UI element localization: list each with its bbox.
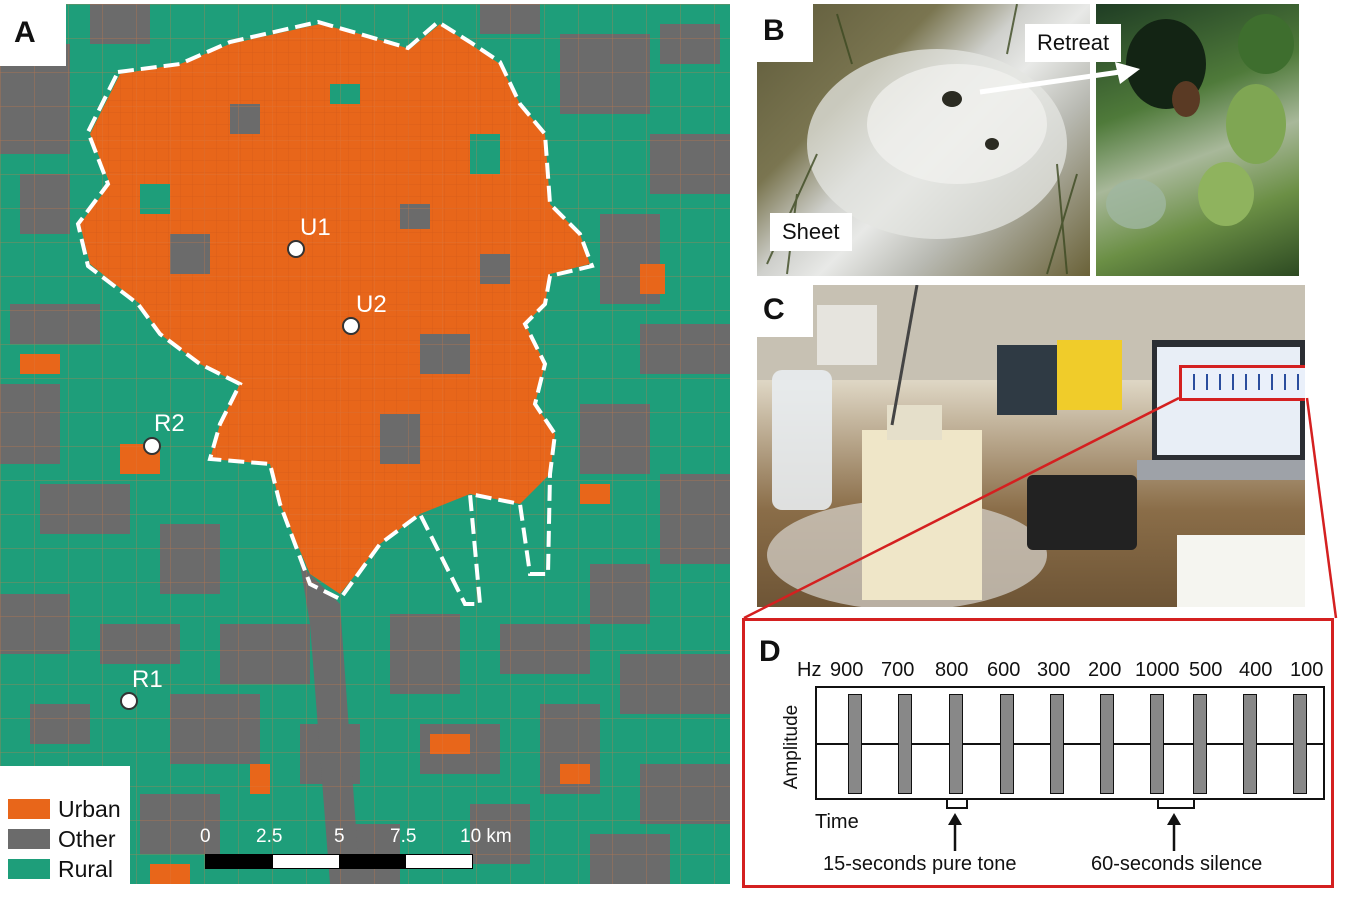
site-r2-label: R2	[154, 410, 185, 437]
freq-label-3: 800	[935, 659, 969, 681]
land-cover-map	[0, 4, 730, 884]
zero-line	[817, 743, 1323, 745]
panel-a-label-box: A	[0, 4, 66, 66]
tone-bar-3	[949, 694, 963, 794]
tone-bar-8	[1193, 694, 1207, 794]
tone-bar-2	[898, 694, 912, 794]
freq-label-6: 200	[1088, 659, 1122, 681]
site-u2-marker	[342, 317, 360, 335]
panel-c-photo-setup	[757, 285, 1305, 607]
legend-item-urban: Urban	[8, 796, 121, 822]
legend-label-urban: Urban	[58, 795, 121, 822]
map-legend: Urban Other Rural	[0, 766, 130, 884]
legend-swatch-other	[8, 829, 50, 849]
tone-bar-4	[1000, 694, 1014, 794]
scale-tick-0: 0	[200, 826, 211, 847]
panel-a-map: A U1 U2 R2 R1 Urban Other Rural 0 2.5 5 …	[0, 4, 730, 884]
city-boundary	[75, 19, 595, 606]
legend-item-rural: Rural	[8, 856, 113, 882]
laptop-waveform-highlight	[1179, 365, 1305, 401]
legend-swatch-rural	[8, 859, 50, 879]
scale-tick-2-5: 2.5	[256, 826, 283, 847]
tone-bar-6	[1100, 694, 1114, 794]
hz-unit-label: Hz	[797, 659, 822, 681]
silence-duration-bracket	[1157, 799, 1195, 809]
freq-label-8: 500	[1189, 659, 1223, 681]
tone-bar-10	[1293, 694, 1307, 794]
tone-bar-7	[1150, 694, 1164, 794]
scale-bar	[205, 854, 473, 869]
site-u1-marker	[287, 240, 305, 258]
panel-d-label: D	[759, 635, 781, 668]
scale-tick-7-5: 7.5	[390, 826, 417, 847]
panel-b-label: B	[763, 14, 785, 47]
site-r1-marker	[120, 692, 138, 710]
legend-label-rural: Rural	[58, 855, 113, 882]
panel-b-photo-retreat	[1096, 4, 1299, 276]
tone-bar-9	[1243, 694, 1257, 794]
panel-b-label-box: B	[757, 4, 813, 62]
site-r1-label: R1	[132, 666, 163, 693]
freq-label-7: 1000	[1135, 659, 1180, 681]
amplitude-axis-label: Amplitude	[781, 704, 802, 790]
tone-duration-bracket	[946, 799, 968, 809]
silence-note: 60-seconds silence	[1091, 853, 1263, 875]
site-u2-label: U2	[356, 291, 387, 318]
freq-label-10: 100	[1290, 659, 1324, 681]
frequency-labels: 900 700 800 600 300 200 1000 500 400 100	[745, 659, 1331, 683]
site-u1-label: U1	[300, 214, 331, 241]
panel-c-label: C	[763, 293, 785, 326]
tone-note: 15-seconds pure tone	[823, 853, 1017, 875]
freq-label-4: 600	[987, 659, 1021, 681]
panel-c-label-box: C	[757, 285, 813, 337]
scale-tick-10km: 10 km	[460, 826, 512, 847]
sheet-label: Sheet	[770, 213, 852, 251]
site-r2-marker	[143, 437, 161, 455]
time-axis-label: Time	[815, 811, 859, 833]
tone-bar-1	[848, 694, 862, 794]
legend-item-other: Other	[8, 826, 116, 852]
freq-label-5: 300	[1037, 659, 1071, 681]
scale-tick-5: 5	[334, 826, 345, 847]
freq-label-1: 900	[830, 659, 864, 681]
freq-label-2: 700	[881, 659, 915, 681]
tone-arrow-icon	[948, 813, 962, 851]
tone-bar-5	[1050, 694, 1064, 794]
panel-d-stimulus-diagram: D Hz 900 700 800 600 300 200 1000 500 40…	[742, 618, 1334, 888]
freq-label-9: 400	[1239, 659, 1273, 681]
legend-label-other: Other	[58, 825, 116, 852]
amplitude-plot	[815, 686, 1325, 800]
legend-swatch-urban	[8, 799, 50, 819]
silence-arrow-icon	[1167, 813, 1181, 851]
panel-a-label: A	[14, 16, 36, 49]
retreat-arrow-icon	[979, 62, 1140, 95]
retreat-label: Retreat	[1025, 24, 1122, 62]
